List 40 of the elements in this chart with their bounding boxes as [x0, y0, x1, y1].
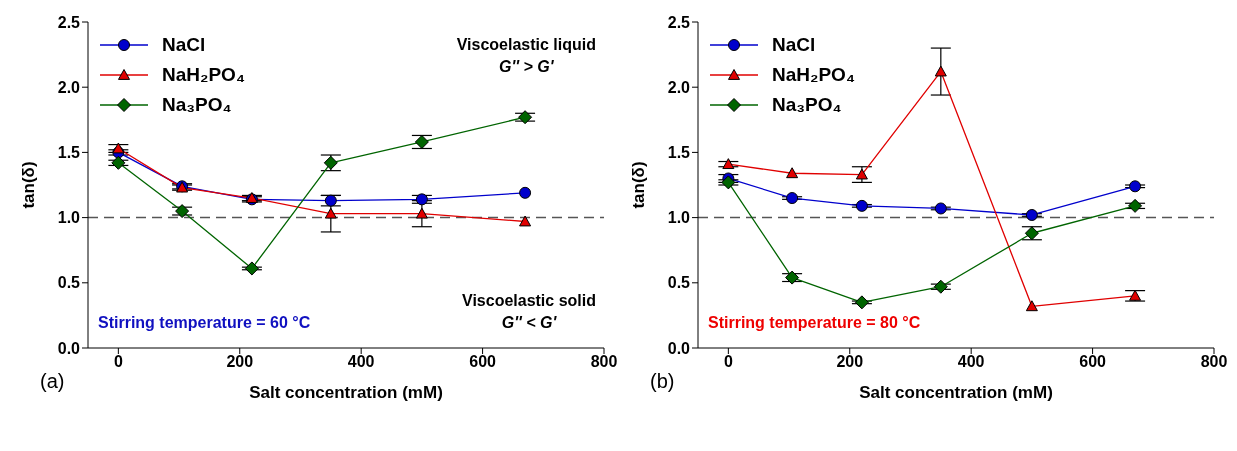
- x-tick-label: 0: [723, 353, 733, 371]
- y-tick-label: 0.5: [667, 274, 691, 292]
- x-axis-title: Salt concentration (mM): [249, 383, 443, 402]
- annotation: Viscoelastic solid: [462, 291, 596, 311]
- x-tick-label: 200: [836, 353, 864, 371]
- x-axis-title: Salt concentration (mM): [859, 383, 1053, 402]
- x-tick-label: 400: [957, 353, 985, 371]
- x-tick-label: 600: [469, 353, 497, 371]
- y-tick-label: 1.5: [667, 144, 691, 162]
- y-tick-label: 2.5: [57, 13, 81, 31]
- x-tick-label: 800: [1200, 353, 1228, 371]
- legend-label: Na₃PO₄: [772, 94, 842, 116]
- y-tick-label: 1.5: [57, 144, 81, 162]
- annotation: Viscoelastic liquid: [456, 35, 596, 55]
- x-tick-label: 0: [113, 353, 123, 371]
- y-tick-label: 2.0: [57, 78, 81, 96]
- y-axis-title: tan(δ): [629, 161, 649, 209]
- annotation: G'' > G': [498, 57, 555, 77]
- y-tick-label: 1.0: [667, 209, 691, 227]
- annotation: G'' < G': [500, 313, 558, 333]
- legend-label: NaH₂PO₄: [162, 64, 245, 86]
- y-tick-label: 0.0: [667, 339, 691, 357]
- y-tick-label: 2.5: [667, 13, 691, 31]
- y-tick-label: 2.0: [667, 78, 691, 96]
- annotation: Stirring temperature = 80 °C: [708, 313, 921, 333]
- x-tick-label: 600: [1079, 353, 1107, 371]
- legend-label: NaCl: [772, 34, 816, 56]
- y-tick-label: 1.0: [57, 209, 81, 227]
- x-tick-label: 800: [590, 353, 618, 371]
- legend-label: NaH₂PO₄: [772, 64, 855, 86]
- x-tick-label: 400: [347, 353, 375, 371]
- legend-label: Na₃PO₄: [162, 94, 232, 116]
- legend-label: NaCl: [162, 34, 206, 56]
- y-axis-title: tan(δ): [19, 161, 39, 209]
- x-tick-label: 200: [226, 353, 254, 371]
- y-tick-label: 0.5: [57, 274, 81, 292]
- y-tick-label: 0.0: [57, 339, 81, 357]
- annotation: Stirring temperature = 60 °C: [98, 313, 311, 333]
- text: (a): [40, 370, 65, 392]
- text: (b): [650, 370, 675, 392]
